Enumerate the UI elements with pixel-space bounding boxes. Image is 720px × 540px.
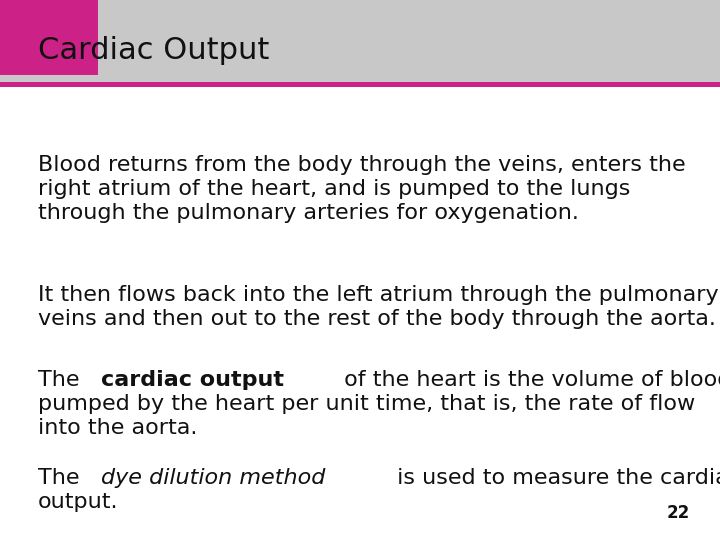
Text: The: The — [38, 468, 86, 488]
Text: dye dilution method: dye dilution method — [101, 468, 325, 488]
Bar — [0, 0, 98, 75]
Text: veins and then out to the rest of the body through the aorta.: veins and then out to the rest of the bo… — [38, 309, 716, 329]
Text: pumped by the heart per unit time, that is, the rate of flow: pumped by the heart per unit time, that … — [38, 394, 696, 414]
Text: 22: 22 — [667, 504, 690, 522]
Text: through the pulmonary arteries for oxygenation.: through the pulmonary arteries for oxyge… — [38, 203, 579, 223]
Text: is used to measure the cardiac: is used to measure the cardiac — [390, 468, 720, 488]
Bar — [0, 0, 720, 82]
Text: The: The — [38, 370, 86, 390]
Text: cardiac output: cardiac output — [101, 370, 284, 390]
Text: Cardiac Output: Cardiac Output — [38, 36, 269, 65]
Text: Blood returns from the body through the veins, enters the: Blood returns from the body through the … — [38, 155, 685, 175]
Text: of the heart is the volume of blood: of the heart is the volume of blood — [337, 370, 720, 390]
Text: into the aorta.: into the aorta. — [38, 418, 197, 438]
Text: right atrium of the heart, and is pumped to the lungs: right atrium of the heart, and is pumped… — [38, 179, 631, 199]
Text: It then flows back into the left atrium through the pulmonary: It then flows back into the left atrium … — [38, 285, 719, 305]
Bar — [0, 82, 720, 87]
Text: output.: output. — [38, 492, 119, 512]
